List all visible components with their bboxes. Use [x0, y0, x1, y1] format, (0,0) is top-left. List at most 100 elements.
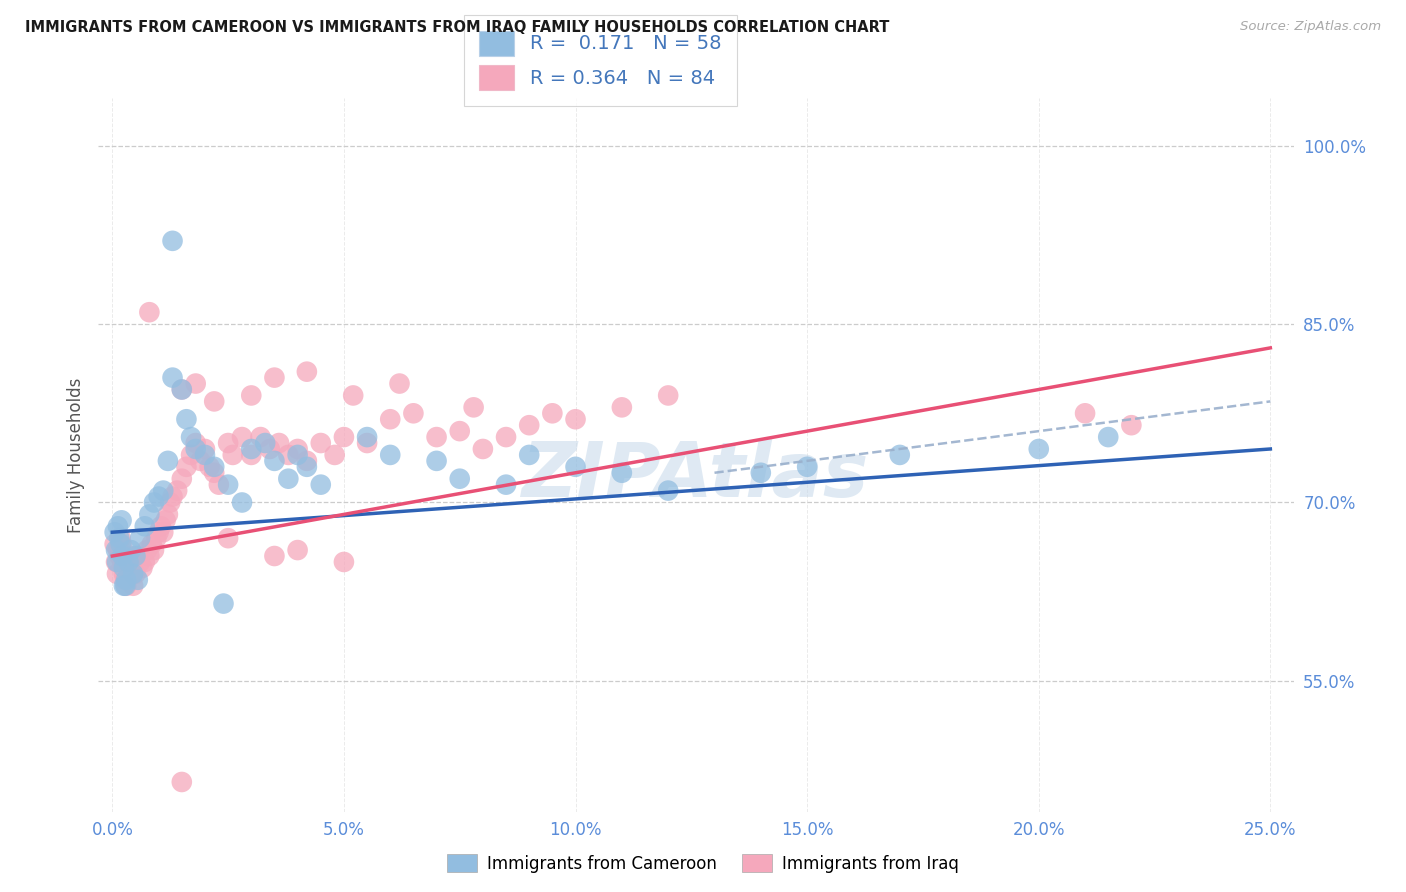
Point	[122, 566, 145, 581]
Point	[111, 555, 134, 569]
Point	[287, 543, 309, 558]
Point	[138, 305, 160, 319]
Point	[333, 555, 356, 569]
Point	[131, 561, 153, 575]
Point	[277, 472, 299, 486]
Point	[108, 549, 131, 563]
Point	[124, 549, 146, 563]
Point	[495, 477, 517, 491]
Point	[104, 537, 127, 551]
Point	[1074, 406, 1097, 420]
Point	[564, 459, 586, 474]
Point	[188, 454, 211, 468]
Point	[610, 401, 633, 415]
Point	[110, 513, 132, 527]
Point	[105, 555, 128, 569]
Point	[184, 442, 207, 456]
Point	[295, 365, 318, 379]
Point	[149, 519, 172, 533]
Point	[309, 436, 332, 450]
Text: IMMIGRANTS FROM CAMEROON VS IMMIGRANTS FROM IRAQ FAMILY HOUSEHOLDS CORRELATION C: IMMIGRANTS FROM CAMEROON VS IMMIGRANTS F…	[25, 20, 890, 35]
Point	[309, 477, 332, 491]
Point	[107, 543, 129, 558]
Point	[267, 436, 290, 450]
Point	[217, 477, 239, 491]
Point	[105, 555, 128, 569]
Point	[180, 448, 202, 462]
Point	[240, 442, 263, 456]
Point	[136, 543, 159, 558]
Point	[240, 448, 263, 462]
Point	[202, 394, 225, 409]
Point	[166, 483, 188, 498]
Point	[426, 430, 449, 444]
Point	[217, 531, 239, 545]
Point	[380, 448, 402, 462]
Point	[110, 531, 132, 545]
Point	[170, 383, 193, 397]
Point	[156, 454, 179, 468]
Point	[231, 495, 253, 509]
Point	[426, 454, 449, 468]
Point	[263, 370, 285, 384]
Point	[356, 430, 378, 444]
Point	[259, 442, 281, 456]
Point	[254, 436, 277, 450]
Point	[198, 459, 221, 474]
Point	[388, 376, 411, 391]
Point	[287, 448, 309, 462]
Point	[138, 549, 160, 563]
Point	[112, 561, 135, 575]
Point	[162, 234, 184, 248]
Point	[263, 454, 285, 468]
Point	[120, 543, 142, 558]
Point	[122, 579, 145, 593]
Point	[402, 406, 425, 420]
Point	[105, 566, 128, 581]
Point	[249, 430, 271, 444]
Point	[115, 579, 138, 593]
Point	[112, 579, 135, 593]
Y-axis label: Family Households: Family Households	[66, 377, 84, 533]
Point	[212, 597, 235, 611]
Point	[162, 370, 184, 384]
Point	[111, 549, 134, 563]
Point	[796, 459, 818, 474]
Point	[517, 448, 540, 462]
Point	[129, 555, 152, 569]
Point	[231, 430, 253, 444]
Point	[222, 448, 245, 462]
Point	[356, 436, 378, 450]
Point	[657, 388, 679, 402]
Point	[117, 555, 139, 569]
Point	[277, 448, 299, 462]
Point	[155, 513, 177, 527]
Point	[449, 424, 471, 438]
Point	[143, 543, 166, 558]
Point	[657, 483, 679, 498]
Point	[141, 537, 163, 551]
Point	[108, 531, 131, 545]
Point	[115, 573, 138, 587]
Point	[170, 775, 193, 789]
Point	[110, 537, 132, 551]
Point	[208, 477, 231, 491]
Point	[170, 472, 193, 486]
Point	[471, 442, 494, 456]
Point	[114, 573, 136, 587]
Point	[184, 436, 207, 450]
Point	[112, 566, 135, 581]
Point	[202, 459, 225, 474]
Point	[610, 466, 633, 480]
Point	[564, 412, 586, 426]
Point	[889, 448, 911, 462]
Point	[323, 448, 346, 462]
Point	[134, 519, 156, 533]
Point	[127, 549, 149, 563]
Point	[333, 430, 356, 444]
Point	[184, 376, 207, 391]
Point	[194, 448, 217, 462]
Point	[517, 418, 540, 433]
Point	[138, 508, 160, 522]
Point	[194, 442, 217, 456]
